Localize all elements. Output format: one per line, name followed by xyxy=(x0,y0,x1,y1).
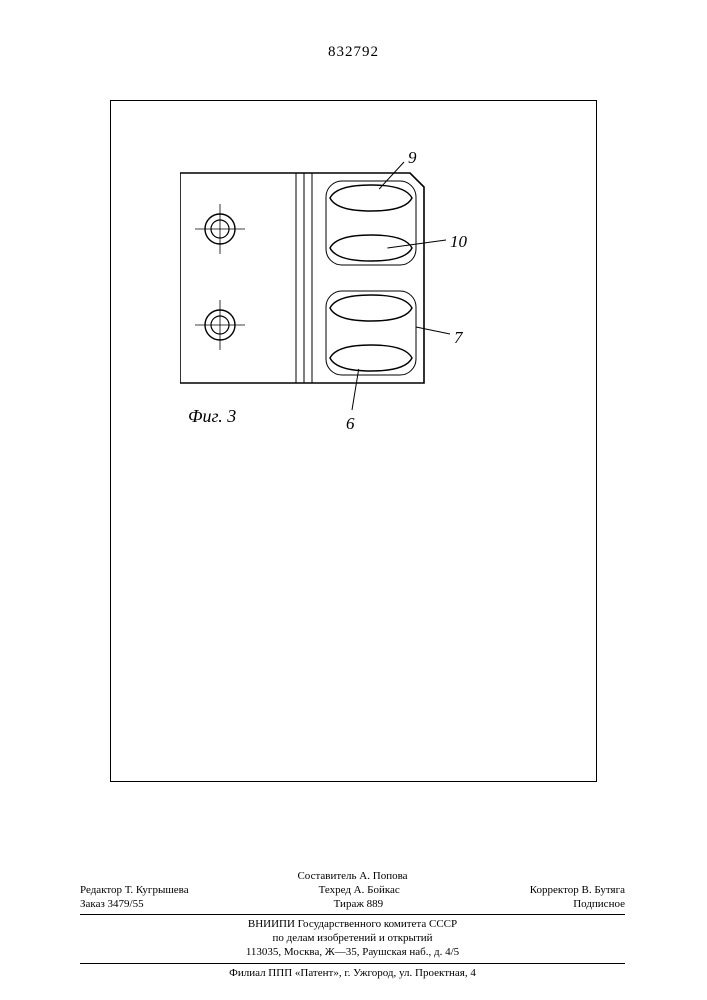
footer-line6: Филиал ППП «Патент», г. Ужгород, ул. Про… xyxy=(80,967,625,981)
footer-line3: ВНИИПИ Государственного комитета СССР xyxy=(80,918,625,932)
footer-tech: Техред А. Бойкас xyxy=(319,884,400,898)
footer-editor: Редактор Т. Кугрышева xyxy=(80,884,189,898)
figure-label: Фиг. 3 xyxy=(188,406,236,427)
figure-drawing xyxy=(180,155,490,435)
footer-compiler: Составитель А. Попова xyxy=(80,870,625,884)
footer-line5: 113035, Москва, Ж—35, Раушская наб., д. … xyxy=(80,946,625,960)
callout-6: 6 xyxy=(346,414,355,434)
footer-line4: по делам изобретений и открытий xyxy=(80,932,625,946)
page: 832792 9 10 7 6 Фиг. 3 Составитель А. Попов… xyxy=(0,0,707,1000)
document-number: 832792 xyxy=(0,44,707,61)
footer-tirazh: Тираж 889 xyxy=(334,898,384,912)
footer-corrector: Корректор В. Бутяга xyxy=(530,884,625,898)
footer-order: Заказ 3479/55 xyxy=(80,898,144,912)
callout-7: 7 xyxy=(454,328,463,348)
footer-sub: Подписное xyxy=(573,898,625,912)
footer-block: Составитель А. Попова Редактор Т. Кугрыш… xyxy=(80,870,625,980)
callout-10: 10 xyxy=(450,232,467,252)
callout-9: 9 xyxy=(408,148,417,168)
